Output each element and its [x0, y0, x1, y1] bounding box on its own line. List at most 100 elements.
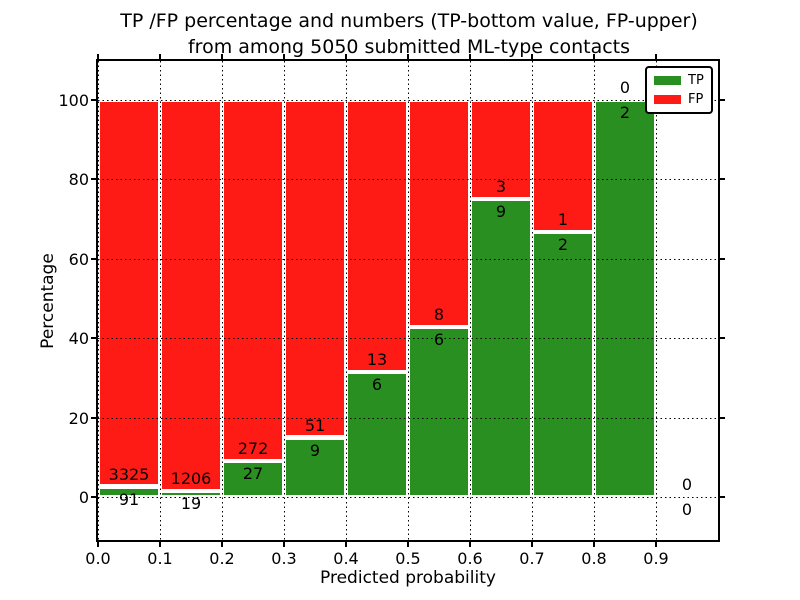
y-tick-mark [91, 337, 96, 340]
y-tick-label: 0 [78, 488, 89, 508]
y-tick-label: 60 [68, 249, 89, 269]
x-tick-mark-top [283, 54, 285, 59]
y-gridline [98, 179, 718, 181]
x-tick-mark [469, 542, 471, 547]
y-tick-mark-right [720, 416, 725, 419]
x-tick-label: 0.2 [209, 549, 235, 568]
legend-label-fp: FP [688, 92, 704, 107]
chart-title-line-1: TP /FP percentage and numbers (TP-bottom… [120, 10, 698, 32]
x-tick-mark-top [221, 54, 223, 59]
y-gridline [98, 497, 718, 499]
x-tick-label: 0.1 [147, 549, 173, 568]
x-gridline [160, 61, 161, 540]
legend-entry-fp: FP [654, 93, 705, 106]
y-tick-mark [91, 257, 96, 260]
fp-count-label: 1 [557, 210, 569, 230]
x-tick-mark-top [407, 54, 409, 59]
bar-segment-tp [222, 461, 284, 498]
fp-count-label: 272 [237, 439, 269, 459]
x-tick-mark [531, 542, 533, 547]
x-gridline [222, 61, 223, 540]
tp-count-label: 6 [371, 374, 383, 394]
fp-count-label: 13 [366, 349, 388, 369]
x-tick-mark-top [593, 54, 595, 59]
x-tick-label: 0.9 [643, 549, 669, 568]
bar-segment-fp [346, 99, 408, 372]
tp-count-label: 27 [242, 464, 264, 484]
y-tick-mark [91, 416, 96, 419]
fp-count-label: 8 [433, 304, 445, 324]
bar-segment-fp [408, 99, 470, 327]
legend: TP FP [645, 66, 713, 114]
y-tick-label: 40 [68, 329, 89, 349]
bar-segment-tp [594, 99, 656, 498]
y-tick-label: 20 [68, 408, 89, 428]
chart-title: TP /FP percentage and numbers (TP-bottom… [98, 8, 720, 60]
legend-entry-tp: TP [654, 74, 705, 87]
bar-segment-fp [284, 99, 346, 438]
bar-segment-tp [160, 490, 222, 498]
bar-segment-tp [532, 232, 594, 498]
x-tick-mark-top [97, 54, 99, 59]
x-gridline [346, 61, 347, 540]
y-tick-mark-right [720, 98, 725, 101]
y-tick-label: 80 [68, 170, 89, 190]
x-tick-mark [345, 542, 347, 547]
fp-count-label: 0 [619, 77, 631, 97]
x-tick-mark-top [159, 54, 161, 59]
x-tick-mark-top [469, 54, 471, 59]
x-tick-mark-top [655, 54, 657, 59]
x-tick-mark [221, 542, 223, 547]
x-tick-label: 0.6 [457, 549, 483, 568]
y-tick-mark-right [720, 496, 725, 499]
x-tick-label: 0.8 [581, 549, 607, 568]
y-tick-mark-right [720, 337, 725, 340]
bar-segment-fp [532, 99, 594, 233]
y-tick-mark [91, 98, 96, 101]
x-gridline [284, 61, 285, 540]
tp-count-label: 19 [180, 493, 202, 513]
chart-title-line-2: from among 5050 submitted ML-type contac… [187, 36, 631, 58]
tp-count-label: 9 [309, 440, 321, 460]
tp-count-label: 2 [619, 102, 631, 122]
x-gridline [98, 61, 99, 540]
x-tick-label: 0.3 [271, 549, 297, 568]
x-tick-mark [407, 542, 409, 547]
x-tick-label: 0.4 [333, 549, 359, 568]
x-tick-mark [655, 542, 657, 547]
x-tick-mark [159, 542, 161, 547]
tp-count-label: 9 [495, 202, 507, 222]
fp-count-label: 0 [681, 475, 693, 495]
x-axis-label: Predicted probability [320, 568, 496, 588]
y-gridline [98, 417, 718, 419]
y-gridline [98, 338, 718, 340]
bar-segment-tp [284, 437, 346, 498]
y-gridline [98, 99, 718, 101]
y-tick-mark [91, 178, 96, 181]
x-tick-label: 0.5 [395, 549, 421, 568]
bar-segment-fp [160, 99, 222, 491]
x-gridline [594, 61, 595, 540]
tp-count-label: 6 [433, 329, 445, 349]
x-gridline [470, 61, 471, 540]
bar-segment-fp [98, 99, 160, 487]
bar-segment-fp [222, 99, 284, 462]
x-gridline [532, 61, 533, 540]
x-tick-mark [593, 542, 595, 547]
tp-count-label: 91 [118, 489, 140, 509]
y-gridline [98, 258, 718, 260]
bar-segment-tp [346, 371, 408, 498]
bar-segment-tp [470, 199, 532, 498]
y-tick-label: 100 [58, 90, 89, 110]
y-tick-mark [91, 496, 96, 499]
x-tick-label: 0.0 [85, 549, 111, 568]
x-tick-mark-top [345, 54, 347, 59]
tp-color-swatch-icon [654, 76, 681, 85]
x-tick-label: 0.7 [519, 549, 545, 568]
bar-segment-tp [408, 326, 470, 498]
x-tick-mark [97, 542, 99, 547]
legend-label-tp: TP [688, 73, 704, 88]
y-tick-mark-right [720, 257, 725, 260]
y-tick-mark-right [720, 178, 725, 181]
